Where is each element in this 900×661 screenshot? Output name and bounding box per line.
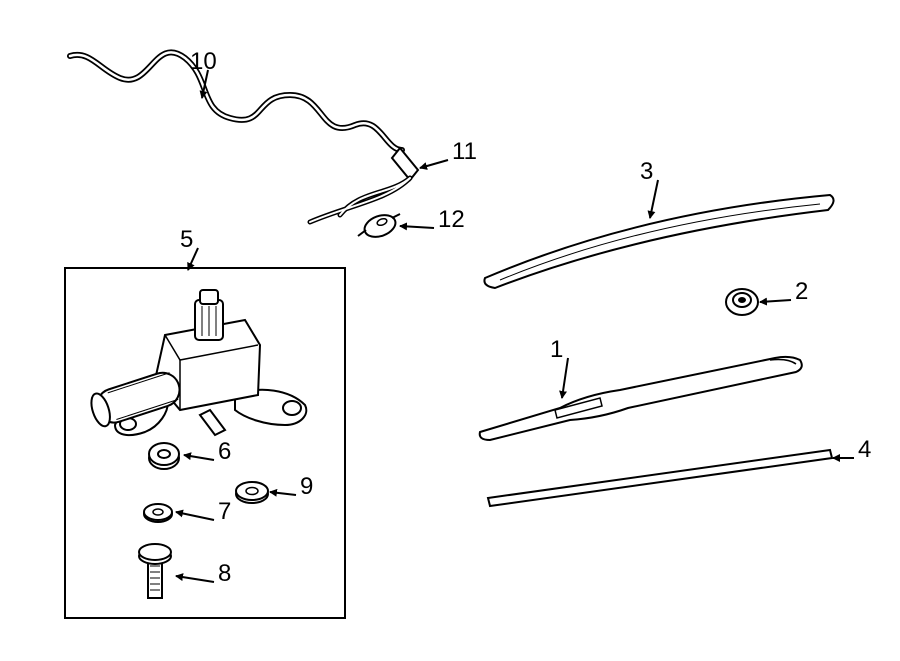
part-label-12: 12 bbox=[438, 206, 465, 234]
part-label-4: 4 bbox=[858, 436, 871, 464]
part-label-3: 3 bbox=[640, 158, 653, 186]
wiper-blade-rubber bbox=[488, 450, 832, 506]
leader-12 bbox=[400, 226, 434, 228]
leader-2 bbox=[760, 300, 791, 302]
wiper-motor-assembly bbox=[88, 290, 306, 435]
wiper-blade-assembly bbox=[480, 357, 802, 440]
leader-6 bbox=[184, 455, 214, 460]
motor-mount-grommet bbox=[149, 443, 179, 469]
leader-11 bbox=[420, 160, 448, 168]
leader-7 bbox=[176, 512, 214, 520]
washer bbox=[144, 504, 172, 522]
leader-1 bbox=[562, 358, 568, 398]
part-label-2: 2 bbox=[795, 278, 808, 306]
part-label-7: 7 bbox=[218, 498, 231, 526]
bolt bbox=[139, 544, 171, 598]
part-label-6: 6 bbox=[218, 438, 231, 466]
part-label-9: 9 bbox=[300, 473, 313, 501]
cap-nut bbox=[726, 289, 758, 315]
wiper-arm bbox=[484, 195, 833, 288]
seal-washer bbox=[236, 482, 268, 503]
washer-hose-main bbox=[70, 52, 402, 150]
part-label-8: 8 bbox=[218, 560, 231, 588]
part-label-1: 1 bbox=[550, 336, 563, 364]
leader-lines bbox=[176, 70, 854, 582]
part-label-11: 11 bbox=[452, 138, 477, 166]
hose-connector-tee bbox=[310, 148, 418, 222]
part-label-10: 10 bbox=[190, 48, 217, 76]
leader-8 bbox=[176, 576, 214, 582]
washer-nozzle bbox=[358, 211, 400, 241]
part-label-5: 5 bbox=[180, 226, 193, 254]
leader-9 bbox=[270, 492, 296, 495]
parts-diagram bbox=[0, 0, 900, 661]
